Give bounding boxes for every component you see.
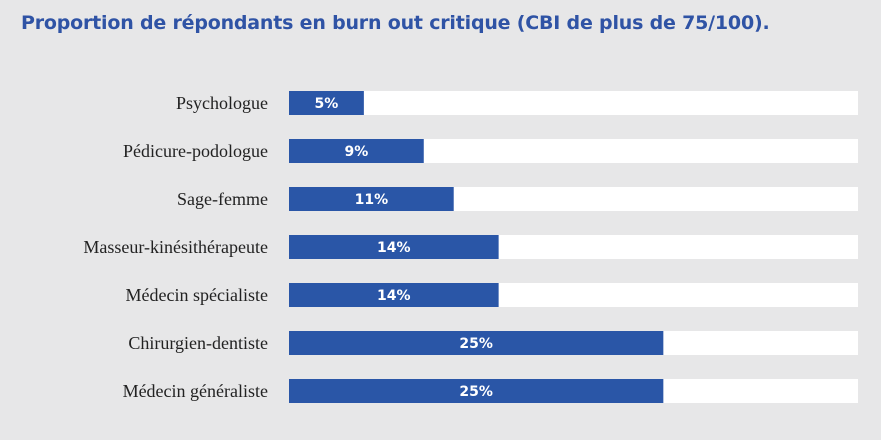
data-label: 14%: [377, 288, 411, 304]
bar: [289, 331, 664, 355]
data-label: 5%: [315, 96, 339, 112]
category-label: Pédicure-podologue: [123, 141, 268, 161]
data-label: 25%: [459, 336, 493, 352]
bar: [289, 91, 364, 115]
bar: [289, 283, 499, 307]
category-label: Masseur-kinésithérapeute: [83, 237, 268, 257]
data-label: 9%: [344, 144, 368, 160]
chart-title: Proportion de répondants en burn out cri…: [21, 12, 770, 34]
category-label: Sage-femme: [177, 189, 268, 209]
bar: [289, 187, 454, 211]
bar-track: [289, 91, 858, 115]
data-label: 25%: [459, 384, 493, 400]
bar: [289, 139, 424, 163]
data-label: 11%: [355, 192, 389, 208]
data-label: 14%: [377, 240, 411, 256]
bar: [289, 235, 499, 259]
category-label: Médecin spécialiste: [126, 285, 268, 305]
category-label: Chirurgien-dentiste: [128, 333, 268, 353]
category-label: Psychologue: [176, 93, 268, 113]
bar: [289, 379, 664, 403]
category-label: Médecin généraliste: [123, 381, 268, 401]
